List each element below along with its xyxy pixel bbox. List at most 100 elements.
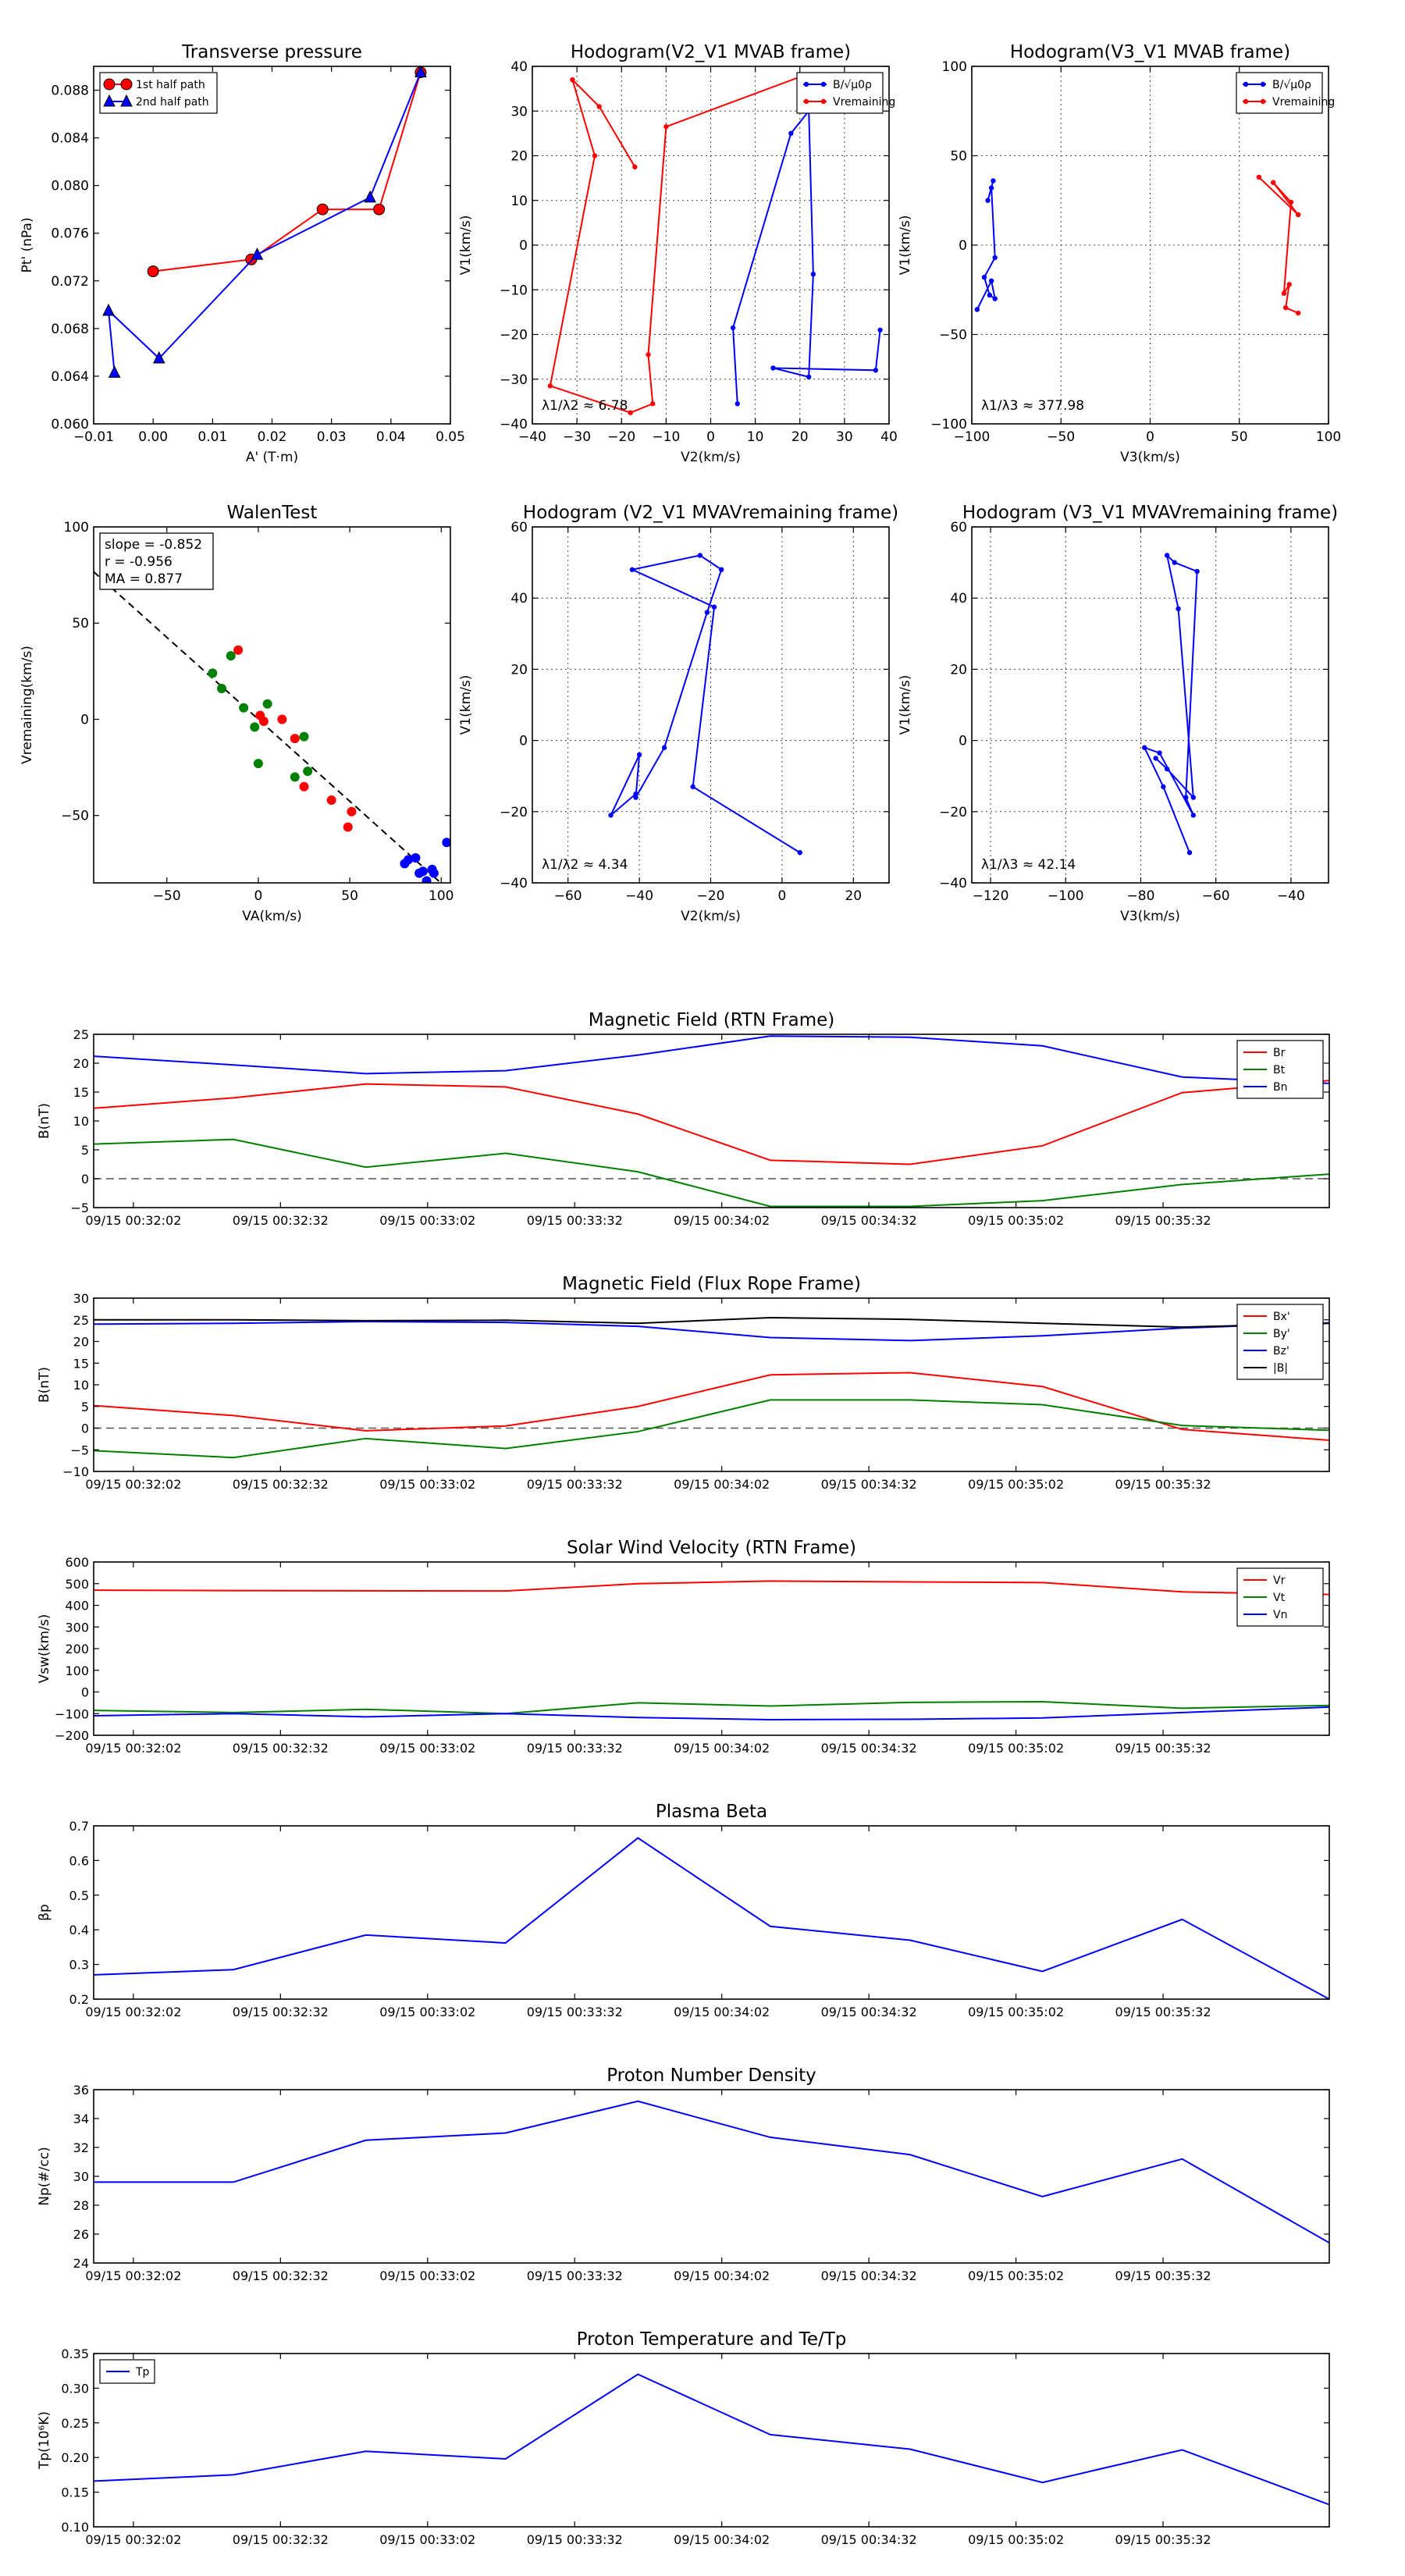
y-tick-label: 0: [81, 1421, 89, 1436]
x-tick-label: 09/15 00:32:02: [85, 2532, 181, 2547]
x-tick-label: 09/15 00:34:32: [821, 2268, 917, 2283]
y-tick-label: −100: [55, 1706, 89, 1721]
x-tick-label: 09/15 00:34:02: [674, 2268, 770, 2283]
y-tick-label: 0.7: [69, 1819, 89, 1834]
y-tick-label: 0.072: [51, 274, 89, 290]
x-tick-label: 30: [836, 429, 853, 445]
plot-area: [94, 2100, 1329, 2243]
y-tick-label: 10: [73, 1378, 89, 1393]
series-blue-point: [411, 852, 421, 863]
legend-box: [1236, 72, 1323, 114]
legend-marker: [120, 94, 133, 107]
plasma-beta-chart: Plasma Beta 09/15 00:32:02 09/15 00:32:32 0…: [37, 1802, 1330, 2019]
y-tick-label: 0.6: [69, 1853, 89, 1868]
y-tick-label: 30: [73, 1291, 89, 1306]
axes-frame: [93, 2353, 1330, 2528]
series-trajectory-point: [1164, 766, 1170, 772]
series-trajectory-point: [1190, 795, 1197, 800]
fit-line: [94, 571, 443, 883]
x-tick-label: −20: [607, 429, 635, 445]
x-axis-label: V2(km/s): [681, 450, 741, 465]
series-2nd-half-path-point: [152, 350, 165, 364]
x-axis-label: V3(km/s): [1120, 909, 1180, 924]
series-trajectory-line: [1143, 553, 1198, 853]
y-axis-label: B(nT): [37, 1367, 52, 1403]
y-tick-label: −100: [930, 417, 967, 432]
series-vremaining-point: [596, 104, 602, 109]
series-trajectory-point: [719, 567, 724, 572]
y-axis-label: B(nT): [37, 1103, 52, 1139]
y-tick-label: 0.5: [69, 1888, 89, 1903]
x-tick-label: 20: [791, 429, 809, 445]
legend: Vr Vt Vn: [1236, 1567, 1324, 1627]
x-tick-label: 09/15 00:33:32: [527, 2268, 623, 2283]
series-b-0--point: [788, 130, 794, 137]
y-tick-label: 0.060: [51, 417, 89, 432]
x-tick-label: 0.00: [138, 429, 168, 445]
series-green-point: [253, 759, 263, 769]
y-tick-label: 600: [65, 1555, 89, 1570]
y-tick-label: 100: [64, 520, 89, 535]
series-vremaining-point: [570, 76, 575, 83]
x-tick-label: 09/15 00:34:32: [821, 1477, 917, 1492]
axes-frame: [93, 1034, 1330, 1208]
y-tick-label: 40: [950, 591, 967, 607]
series-b-0--line: [732, 109, 881, 404]
x-tick-label: 09/15 00:35:32: [1115, 2005, 1211, 2019]
x-tick-label: 09/15 00:33:02: [379, 1741, 475, 1756]
y-tick-label: 500: [65, 1577, 89, 1592]
y-tick-label: 0.25: [61, 2416, 89, 2431]
chart-title: Plasma Beta: [656, 1802, 767, 1822]
y-tick-label: 0.080: [51, 179, 89, 194]
y-axis-label: V1(km/s): [898, 215, 913, 276]
x-tick-label: 09/15 00:33:32: [527, 1477, 623, 1492]
legend: Tp: [99, 2359, 155, 2384]
legend-label: |B|: [1273, 1362, 1288, 1375]
series-np-line: [94, 2100, 1329, 2243]
series-2nd-half-path-point: [102, 303, 115, 316]
y-tick-label: 60: [950, 520, 967, 535]
y-tick-label: 400: [65, 1599, 89, 1614]
legend-box: [796, 72, 884, 114]
y-tick-label: 0.3: [69, 1958, 89, 1973]
legend-marker: [120, 78, 133, 91]
series-vremaining-point: [1281, 290, 1287, 297]
x-tick-label: 09/15 00:33:02: [379, 1213, 475, 1228]
x-tick-label: 09/15 00:33:32: [527, 2532, 623, 2547]
y-tick-label: 20: [510, 149, 528, 165]
y-tick-label: −50: [61, 809, 89, 824]
series-1st-half-path-point: [373, 203, 386, 215]
legend-label: Vremaining: [1272, 96, 1335, 109]
series-blue-point: [404, 855, 414, 865]
y-tick-label: −10: [500, 283, 528, 298]
series-vremaining-point: [1295, 310, 1301, 316]
x-tick-label: −0.01: [73, 429, 114, 445]
series-vremaining-line: [1258, 176, 1299, 314]
series-green-point: [303, 767, 313, 777]
x-tick-label: 100: [1316, 429, 1341, 445]
y-tick-label: 26: [73, 2227, 89, 2242]
legend-label: Bx': [1273, 1311, 1290, 1323]
series-trajectory-point: [797, 850, 802, 856]
plot-area: [94, 1035, 1329, 1208]
x-tick-label: 09/15 00:35:32: [1115, 1477, 1211, 1492]
series-trajectory-point: [690, 784, 695, 790]
x-tick-label: 09/15 00:34:32: [821, 1213, 917, 1228]
series-b-0--point: [770, 365, 776, 371]
y-tick-label: −200: [55, 1728, 89, 1743]
hodogram-v3-v1-mvab-chart: Hodogram(V3_V1 MVAB frame) −100 −50 0 50 100 −…: [898, 42, 1341, 465]
x-axis-label: VA(km/s): [242, 909, 301, 924]
legend-marker: [1260, 81, 1266, 87]
series-1st-half-path-point: [147, 265, 159, 278]
plot-area: [608, 553, 802, 856]
y-tick-label: 5: [81, 1400, 89, 1414]
plot-area: [94, 2373, 1329, 2506]
y-tick-label: 0: [959, 734, 967, 749]
x-tick-label: 09/15 00:34:02: [674, 1741, 770, 1756]
y-axis-label: βp: [37, 1904, 52, 1921]
y-axis-label: Vremaining(km/s): [20, 646, 35, 764]
transverse-pressure-chart: Transverse pressure −0.01 0.00 0.01 0.02 0.03…: [20, 42, 465, 465]
legend-label: Vn: [1273, 1609, 1287, 1621]
x-tick-label: 0.04: [376, 429, 406, 445]
x-tick-label: −60: [554, 888, 582, 904]
